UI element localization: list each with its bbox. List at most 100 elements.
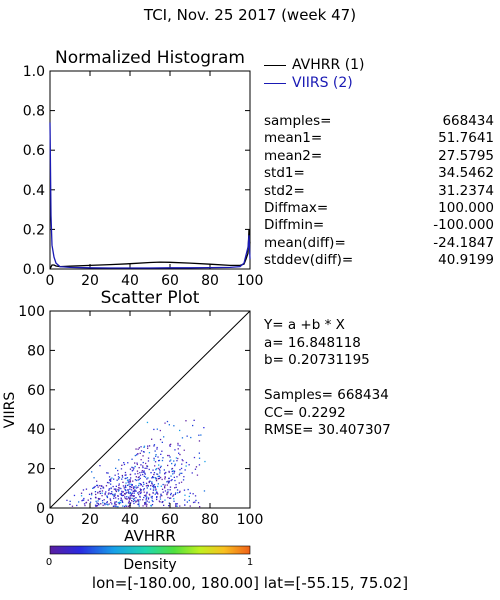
scatter-point xyxy=(182,460,184,462)
legend-avhrr: AVHRR (1) xyxy=(264,57,365,73)
scatter-point xyxy=(102,487,105,489)
scatter-point xyxy=(80,492,83,494)
scatter-point xyxy=(143,483,145,485)
scatter-point xyxy=(106,496,109,499)
scatter-point xyxy=(150,472,152,474)
scatter-point xyxy=(147,445,149,447)
scatter-point xyxy=(176,505,178,507)
scatter-point xyxy=(136,462,138,464)
scatter-point xyxy=(158,477,161,479)
scatter-point xyxy=(134,473,136,475)
stat-value: 27.5795 xyxy=(438,147,494,164)
scatter-point xyxy=(145,494,147,496)
scatter-point xyxy=(128,492,130,494)
scatter-point xyxy=(69,500,71,502)
hist-xtick-label: 80 xyxy=(201,273,219,289)
scatter-point xyxy=(129,473,131,476)
scatter-point xyxy=(139,488,141,490)
scatter-point xyxy=(142,473,144,476)
scatter-point xyxy=(128,480,130,482)
scatter-point xyxy=(179,469,181,471)
scatter-point xyxy=(168,477,170,480)
scatter-point xyxy=(101,492,103,494)
scatter-point xyxy=(117,498,120,500)
scatter-point xyxy=(137,448,139,450)
scatter-point xyxy=(171,479,173,481)
scatter-point xyxy=(155,454,157,456)
scatter-point xyxy=(138,476,140,478)
scatter-point xyxy=(155,480,158,482)
scatter-point xyxy=(168,481,170,483)
scatter-point xyxy=(173,500,175,502)
histogram-chart: 0 20 40 60 80 100 0.0 0.2 0.4 0.6 0.8 1.0 Normalize… xyxy=(23,48,264,289)
scatter-point xyxy=(102,504,104,506)
scatter-point xyxy=(97,497,100,500)
scatter-point xyxy=(94,491,97,493)
stat-label: std2= xyxy=(264,182,305,199)
scatter-point xyxy=(187,488,189,491)
scatter-point xyxy=(124,474,126,476)
regression-panel: Y= a +b * X a= 16.848118 b= 0.20731195 S… xyxy=(264,317,494,440)
scatter-point xyxy=(152,476,154,478)
scatter-point xyxy=(147,485,149,487)
scatter-point xyxy=(125,504,127,507)
scatter-point xyxy=(109,499,112,501)
scatter-point xyxy=(140,459,142,461)
scatter-point xyxy=(135,485,137,487)
scatter-point xyxy=(156,496,158,498)
scatter-point xyxy=(165,471,167,474)
scatter-point xyxy=(194,495,197,497)
scatter-point xyxy=(97,502,99,505)
scatter-point xyxy=(184,494,186,496)
scatter-point xyxy=(162,457,164,459)
scatter-point xyxy=(173,470,175,472)
scatter-point xyxy=(80,495,83,497)
scatter-point xyxy=(169,444,171,446)
scatter-point xyxy=(151,499,153,502)
scatter-point xyxy=(186,435,188,437)
stat-value: 40.9199 xyxy=(438,252,494,269)
scatter-point xyxy=(144,473,146,475)
scatter-point xyxy=(178,474,181,476)
scatter-point xyxy=(134,479,137,481)
scatter-point xyxy=(126,477,129,479)
legend-avhrr-label: AVHRR (1) xyxy=(292,57,365,73)
scatter-point xyxy=(112,505,115,507)
scatter-point xyxy=(152,484,155,486)
scatter-point xyxy=(175,486,177,488)
scatter-point xyxy=(138,491,140,493)
scatter-point xyxy=(153,472,156,474)
scatter-point xyxy=(115,504,117,506)
scatter-point xyxy=(131,484,133,486)
scatter-point xyxy=(134,499,136,502)
scatter-point xyxy=(181,472,183,474)
scatter-point xyxy=(142,499,144,501)
scatter-point xyxy=(118,502,120,504)
scatter-point xyxy=(81,500,83,502)
stat-value: 668434 xyxy=(442,113,494,129)
scatter-point xyxy=(157,493,159,495)
scatter-point xyxy=(100,503,102,505)
scatter-point xyxy=(158,475,160,477)
scatter-point xyxy=(145,501,147,503)
scatter-point xyxy=(129,485,132,488)
scatter-point xyxy=(122,501,124,503)
scatter-point xyxy=(156,473,159,475)
scatter-point xyxy=(155,478,157,480)
scatter-point xyxy=(146,467,148,469)
scatter-point xyxy=(138,467,140,469)
scatter-point xyxy=(177,442,179,445)
scatter-point xyxy=(119,493,121,495)
regression-samples: Samples= 668434 xyxy=(264,387,389,403)
scatter-point xyxy=(106,501,108,503)
scatter-point xyxy=(130,495,132,497)
scatter-point xyxy=(108,503,110,505)
scatter-point xyxy=(138,478,140,481)
scatter-point xyxy=(129,481,132,483)
scatter-point xyxy=(96,484,99,487)
scatter-point xyxy=(179,490,181,492)
scatter-point xyxy=(183,449,185,451)
scatter-ticks: 0 20 40 60 80 100 0 20 40 60 80 100 xyxy=(18,304,263,528)
scatter-point xyxy=(137,453,139,455)
scatter-point xyxy=(147,460,150,462)
